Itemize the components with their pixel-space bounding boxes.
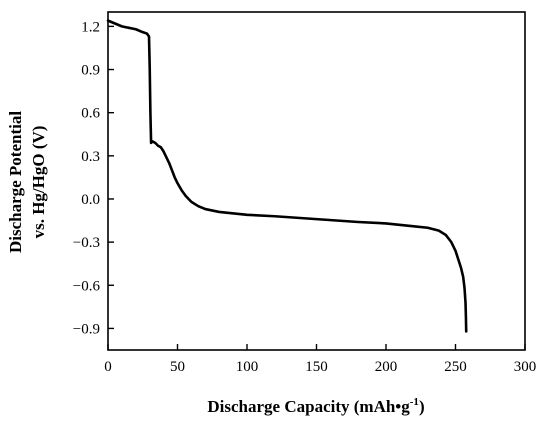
y-tick-label: −0.9 (73, 321, 100, 337)
x-tick-label: 200 (375, 359, 398, 375)
x-tick-label: 250 (444, 359, 467, 375)
x-axis-label-main: Discharge Capacity (mAh•g (207, 397, 410, 416)
series-line-discharge-curve (106, 19, 468, 333)
axis-ticks (107, 25, 526, 350)
y-axis-label-line1: Discharge Potential (6, 111, 25, 253)
y-tick-label: −0.6 (73, 278, 101, 294)
y-tick-label: 0.3 (81, 149, 100, 165)
tick-labels: 0 50 100 150 200 250 300 1.2 0.9 0.6 0.3 0.0 −0.3 −0.… (73, 19, 536, 375)
y-tick-label: 0.6 (81, 106, 100, 122)
x-axis-label-superscript: -1 (410, 396, 419, 408)
y-tick-label: −0.3 (73, 235, 100, 251)
plot-frame (107, 11, 526, 351)
y-tick-label: 0.9 (81, 63, 100, 79)
x-tick-label: 0 (104, 359, 112, 375)
x-tick-label: 50 (170, 359, 185, 375)
x-axis-label-suffix: ) (419, 397, 425, 416)
y-tick-label: 0.0 (81, 192, 100, 208)
x-tick-label: 100 (236, 359, 259, 375)
x-axis-label: Discharge Capacity (mAh•g-1) (207, 396, 424, 416)
y-tick-label: 1.2 (81, 19, 100, 35)
x-tick-label: 150 (305, 359, 328, 375)
x-tick-label: 300 (514, 359, 537, 375)
y-axis-label-line2: vs. Hg/HgO (V) (29, 126, 48, 239)
